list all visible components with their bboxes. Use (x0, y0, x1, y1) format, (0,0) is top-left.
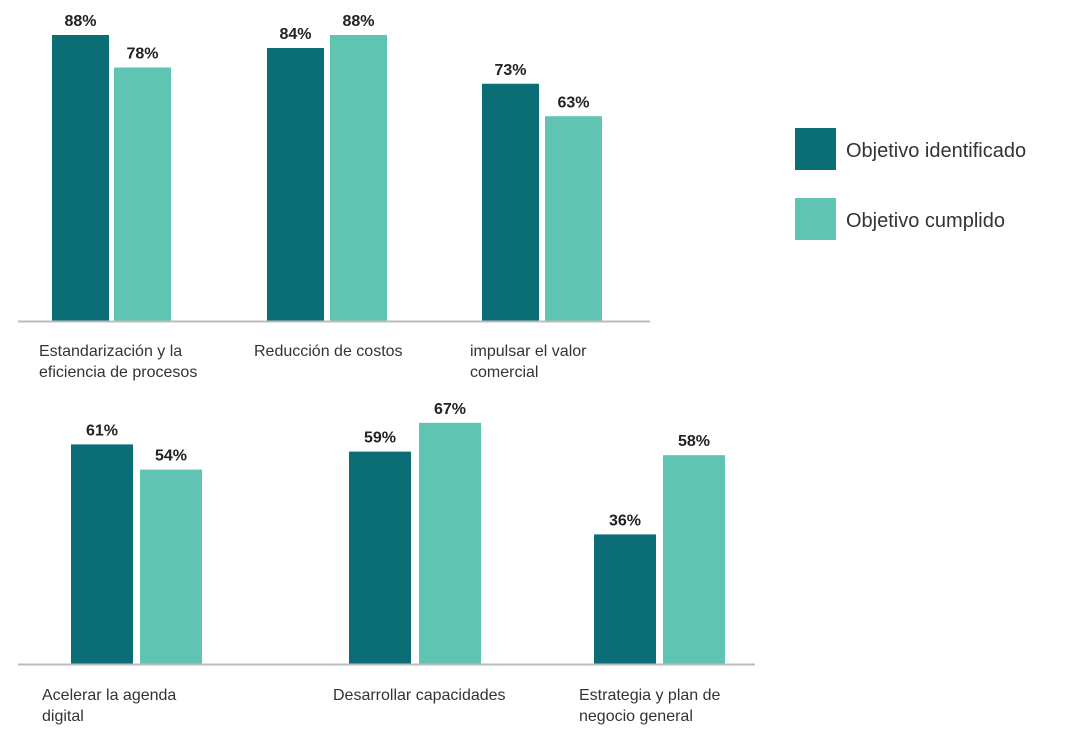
legend-label-fulfilled: Objetivo cumplido (846, 210, 1005, 232)
bar-fulfilled (114, 67, 171, 321)
category-label-line: Estandarización y la (39, 343, 182, 360)
bar-fulfilled (545, 116, 602, 321)
category-label-line: impulsar el valor (470, 343, 587, 360)
data-label-fulfilled: 58% (678, 433, 710, 450)
bar-identified (482, 83, 539, 321)
category-label-line: digital (42, 708, 84, 725)
category-label-line: Estrategia y plan de (579, 687, 721, 704)
category-label: Desarrollar capacidades (333, 687, 506, 704)
category-label: Estrategia y plan de negocio general (579, 687, 721, 725)
legend: Objetivo identificado Objetivo cumplido (795, 128, 1026, 240)
category-label-line: Acelerar la agenda (42, 687, 176, 704)
category-label-line: Desarrollar capacidades (333, 687, 506, 704)
data-label-identified: 88% (64, 13, 96, 30)
bar-identified (349, 451, 411, 664)
bar-identified (594, 534, 656, 664)
data-label-fulfilled: 78% (126, 46, 158, 63)
bar-identified (52, 35, 109, 321)
data-label-fulfilled: 88% (342, 13, 374, 30)
data-label-identified: 59% (364, 430, 396, 447)
category-label: Reducción de costos (254, 343, 403, 360)
legend-swatch-identified (795, 128, 836, 170)
data-label-fulfilled: 63% (557, 94, 589, 111)
category-label-line: Reducción de costos (254, 343, 403, 360)
bar-fulfilled (140, 469, 202, 664)
bar-fulfilled (419, 422, 481, 664)
legend-swatch-fulfilled (795, 198, 836, 240)
bar-identified (267, 48, 324, 321)
category-label-line: eficiencia de procesos (39, 364, 197, 381)
data-label-identified: 36% (609, 512, 641, 529)
bar-fulfilled (663, 455, 725, 664)
category-label: Acelerar la agenda digital (42, 687, 176, 725)
data-label-identified: 61% (86, 422, 118, 439)
category-label: Estandarización y la eficiencia de proces… (39, 343, 197, 381)
chart-panel-2: 61% 54% Acelerar la agenda digital 59% 67% Des… (18, 401, 755, 725)
chart-panel-1: 88% 78% Estandarización y la eficiencia de … (18, 13, 650, 381)
legend-label-identified: Objetivo identificado (846, 140, 1026, 162)
bar-fulfilled (330, 35, 387, 321)
data-label-identified: 84% (279, 26, 311, 43)
category-label-line: comercial (470, 364, 538, 381)
data-label-identified: 73% (494, 62, 526, 79)
data-label-fulfilled: 67% (434, 401, 466, 418)
category-label: impulsar el valor comercial (470, 343, 587, 381)
category-label-line: negocio general (579, 708, 693, 725)
bar-identified (71, 444, 133, 664)
data-label-fulfilled: 54% (155, 448, 187, 465)
